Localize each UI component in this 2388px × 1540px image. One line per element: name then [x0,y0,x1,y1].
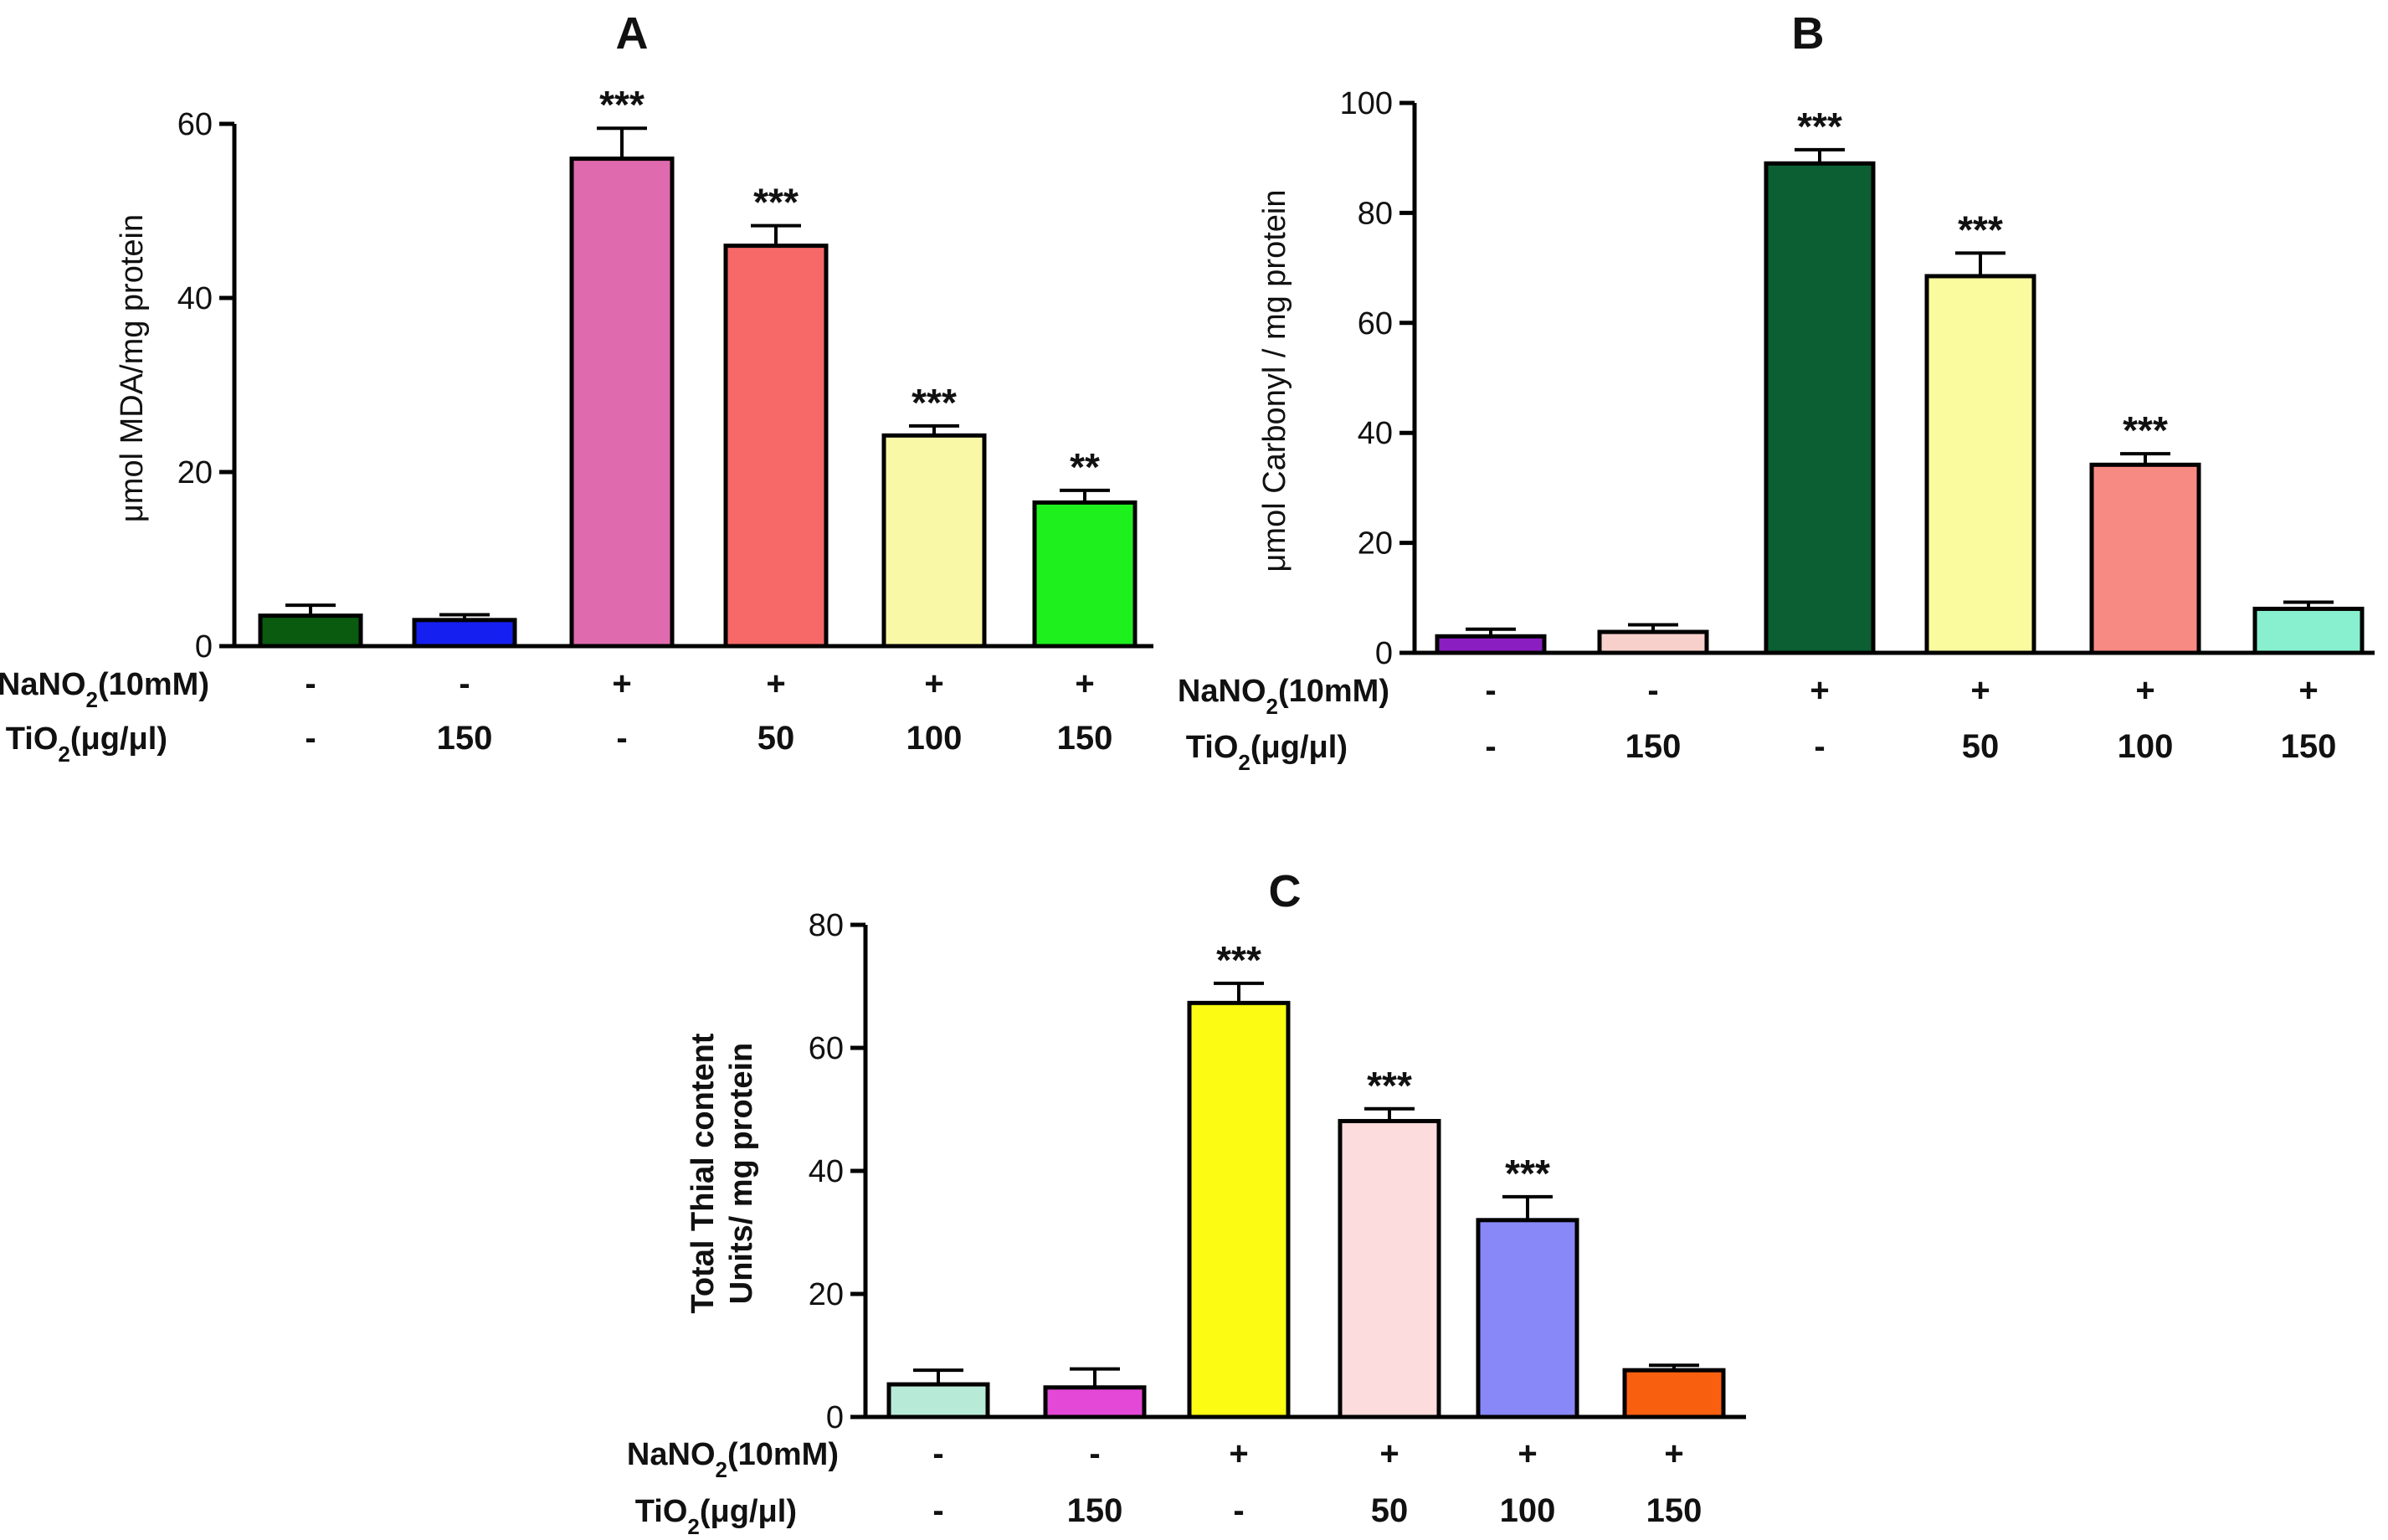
significance-label: *** [1505,1152,1550,1195]
panel-title: C [1269,866,1302,916]
tio2-row-label: TiO2(μg/μl) [635,1494,797,1539]
panel-a: A 0 20 40 60 μmol MDA/mg protein - - - 150 *** + - **… [0,8,1153,767]
tio2-condition: 50 [1371,1492,1409,1529]
bar [886,1382,990,1419]
y-tick-label: 40 [809,1154,844,1189]
bar [2252,606,2365,655]
nano2-condition: + [1379,1435,1399,1472]
y-tick-label: 60 [1358,306,1393,341]
bar [1476,1218,1579,1419]
y-tick-label: 80 [809,908,844,943]
nano2-condition: + [1229,1435,1248,1472]
nano2-condition: - [459,665,470,702]
y-tick-label: 20 [1358,526,1393,562]
significance-label: *** [1367,1064,1412,1107]
bar [1032,500,1138,649]
tio2-condition: 100 [2118,728,2174,765]
y-tick-label: 60 [809,1031,844,1066]
tio2-condition: 100 [906,720,963,757]
nano2-condition: + [2298,672,2318,709]
tio2-condition: - [1814,728,1825,765]
significance-label: *** [1958,208,2003,251]
y-tick-label: 80 [1358,196,1393,231]
tio2-condition: - [932,1492,943,1529]
nano2-row-label: NaNO2(10mM) [0,667,209,712]
y-tick-label: 20 [177,455,213,490]
tio2-condition: 150 [1646,1492,1702,1529]
bar [1597,629,1709,655]
tio2-condition: - [616,720,627,757]
tio2-condition: 150 [1625,728,1682,765]
y-tick-label: 0 [195,629,213,665]
bar [1338,1118,1441,1419]
bar [2089,462,2201,655]
bar [569,157,675,649]
y-tick-label: 0 [826,1400,844,1435]
y-tick-label: 40 [1358,416,1393,451]
nano2-condition: - [1089,1435,1100,1472]
tio2-condition: 50 [1962,728,2000,765]
bar [1622,1368,1726,1419]
tio2-condition: 50 [757,720,795,757]
tio2-condition: 150 [2281,728,2337,765]
tio2-condition: 150 [437,720,493,757]
nano2-condition: - [932,1435,943,1472]
nano2-condition: - [1647,672,1658,709]
panel-title: B [1792,8,1825,59]
panel-b: B 0 20 40 60 80 100 μmol Carbonyl / mg protein -… [1178,8,2375,775]
tio2-row-label: TiO2(μg/μl) [1186,730,1348,775]
nano2-condition: - [305,665,316,702]
nano2-condition: + [1518,1435,1537,1472]
tio2-condition: - [1233,1492,1244,1529]
bar [412,618,517,649]
significance-label: *** [753,181,799,224]
y-axis-label: μmol Carbonyl / mg protein [1257,190,1292,572]
significance-label: *** [1797,105,1842,148]
nano2-condition: + [924,665,943,702]
tio2-condition: - [1485,728,1496,765]
bar [1043,1385,1147,1419]
bar [1764,161,1876,655]
significance-label: ** [1070,445,1100,489]
y-axis-label: Total Thial content [686,1033,721,1313]
nano2-condition: + [1970,672,1990,709]
y-axis-label: Units/ mg protein [724,1043,759,1304]
panel-title: A [616,8,649,59]
nano2-row-label: NaNO2(10mM) [627,1437,839,1482]
tio2-row-label: TiO2(μg/μl) [6,721,167,767]
bar [881,433,987,649]
significance-label: *** [912,381,957,424]
nano2-condition: + [1075,665,1094,702]
y-tick-label: 100 [1340,86,1393,121]
significance-label: *** [599,83,645,126]
nano2-row-label: NaNO2(10mM) [1178,674,1389,719]
nano2-condition: - [1485,672,1496,709]
nano2-condition: + [2135,672,2154,709]
bar [1924,274,2036,655]
nano2-condition: + [1810,672,1829,709]
tio2-condition: 150 [1067,1492,1123,1529]
bar [1435,634,1547,655]
y-tick-label: 60 [177,107,213,142]
y-tick-label: 20 [809,1277,844,1312]
bar [1187,1000,1291,1419]
significance-label: *** [1216,938,1261,982]
y-tick-label: 0 [1375,636,1393,671]
nano2-condition: + [1664,1435,1683,1472]
y-axis-label: μmol MDA/mg protein [115,214,150,522]
tio2-condition: 100 [1500,1492,1556,1529]
tio2-condition: - [305,720,316,757]
significance-label: *** [2123,408,2168,452]
bar [723,244,829,649]
panel-c: C 0 20 40 60 80 Total Thial content Units/ mg p… [627,866,1746,1539]
nano2-condition: + [612,665,631,702]
bar [258,613,363,649]
nano2-condition: + [766,665,785,702]
y-tick-label: 40 [177,281,213,316]
tio2-condition: 150 [1057,720,1113,757]
